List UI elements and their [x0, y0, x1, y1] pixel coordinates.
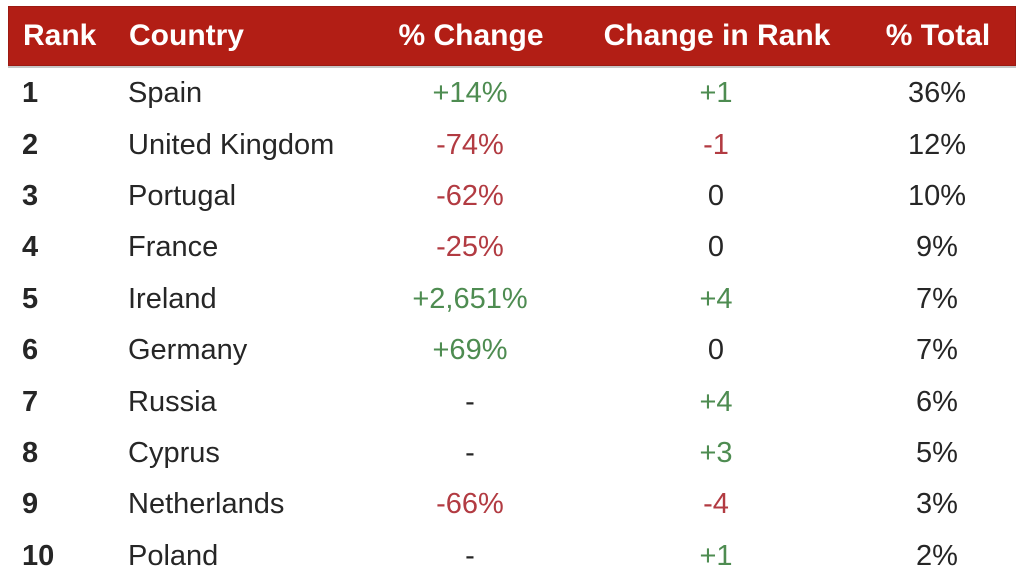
- country-cell: Russia: [128, 385, 217, 418]
- rank-cell: 6: [22, 334, 39, 367]
- rank-cell: 2: [22, 128, 39, 161]
- table-row: 10 Poland - +1 2%: [8, 531, 1016, 582]
- table-body: 1 Spain +14% +1 36% 2 United Kingdom -74…: [0, 66, 1024, 582]
- pct-change-cell: -: [465, 539, 475, 572]
- pct-total-cell: 7%: [916, 334, 958, 367]
- header-rank: Rank: [23, 19, 97, 52]
- rank-change-cell: 0: [707, 231, 725, 264]
- rank-change-cell: +1: [699, 77, 733, 110]
- table-row: 3 Portugal -62% 0 10%: [8, 171, 1016, 222]
- header-change-in-rank: Change in Rank: [603, 19, 831, 52]
- country-cell: France: [128, 231, 219, 264]
- pct-change-cell: +14%: [432, 77, 508, 110]
- table-row: 7 Russia - +4 6%: [8, 376, 1016, 427]
- rank-change-cell: 0: [707, 334, 725, 367]
- pct-total-cell: 6%: [916, 385, 958, 418]
- rank-change-cell: 0: [707, 179, 725, 212]
- pct-total-cell: 7%: [916, 282, 958, 315]
- header-country: Country: [129, 19, 244, 52]
- rank-cell: 8: [22, 436, 39, 469]
- rank-cell: 10: [22, 539, 55, 572]
- table-row: 2 United Kingdom -74% -1 12%: [8, 119, 1016, 170]
- country-cell: Netherlands: [128, 488, 285, 521]
- rank-change-cell: +3: [699, 436, 733, 469]
- header-pct-change: % Change: [398, 19, 544, 52]
- pct-total-cell: 2%: [916, 539, 958, 572]
- pct-change-cell: +2,651%: [412, 282, 528, 315]
- pct-change-cell: +69%: [432, 334, 508, 367]
- rank-change-cell: +1: [699, 539, 733, 572]
- table-row: 5 Ireland +2,651% +4 7%: [8, 274, 1016, 325]
- rank-change-cell: -1: [703, 128, 729, 161]
- pct-change-cell: -66%: [436, 488, 504, 521]
- country-cell: Cyprus: [128, 436, 220, 469]
- pct-total-cell: 12%: [907, 128, 967, 161]
- pct-change-cell: -62%: [436, 179, 504, 212]
- table-row: 1 Spain +14% +1 36%: [8, 68, 1016, 119]
- country-cell: Spain: [128, 77, 203, 110]
- rank-change-cell: +4: [699, 385, 733, 418]
- country-cell: Germany: [128, 334, 248, 367]
- pct-total-cell: 36%: [907, 77, 967, 110]
- pct-total-cell: 9%: [916, 231, 958, 264]
- country-cell: United Kingdom: [128, 128, 335, 161]
- rank-cell: 7: [22, 385, 39, 418]
- table-row: 9 Netherlands -66% -4 3%: [8, 479, 1016, 530]
- rank-change-cell: +4: [699, 282, 733, 315]
- table-row: 8 Cyprus - +3 5%: [8, 428, 1016, 479]
- rank-cell: 4: [22, 231, 39, 264]
- table-header: Rank Country % Change Change in Rank % T…: [8, 6, 1016, 66]
- rank-change-cell: -4: [703, 488, 729, 521]
- country-cell: Portugal: [128, 179, 237, 212]
- rank-cell: 3: [22, 179, 39, 212]
- table-row: 6 Germany +69% 0 7%: [8, 325, 1016, 376]
- header-pct-total: % Total: [885, 19, 991, 52]
- pct-change-cell: -: [465, 436, 475, 469]
- rank-cell: 9: [22, 488, 39, 521]
- table-header-wrap: Rank Country % Change Change in Rank % T…: [0, 0, 1024, 66]
- country-cell: Poland: [128, 539, 219, 572]
- rank-cell: 5: [22, 282, 39, 315]
- pct-total-cell: 10%: [907, 179, 967, 212]
- pct-change-cell: -25%: [436, 231, 504, 264]
- rank-cell: 1: [22, 77, 39, 110]
- country-cell: Ireland: [128, 282, 217, 315]
- table-row: 4 France -25% 0 9%: [8, 222, 1016, 273]
- pct-total-cell: 5%: [916, 436, 958, 469]
- pct-total-cell: 3%: [916, 488, 958, 521]
- pct-change-cell: -: [465, 385, 475, 418]
- pct-change-cell: -74%: [436, 128, 504, 161]
